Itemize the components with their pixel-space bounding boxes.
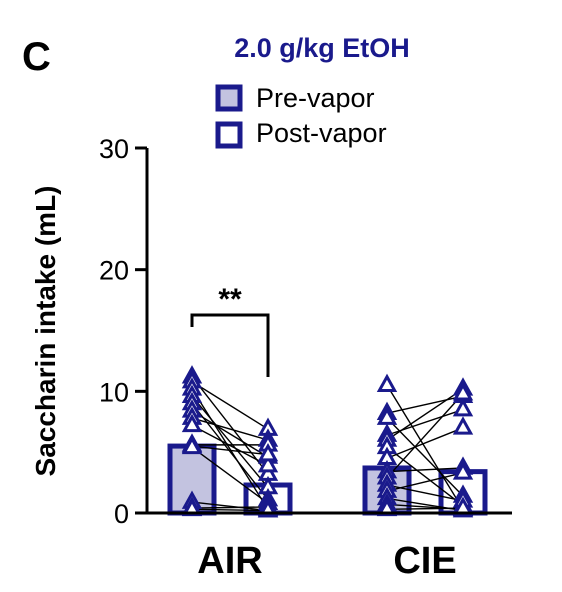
legend-swatch-post-vapor [215,121,243,149]
legend-label-post-vapor: Post-vapor [256,118,387,148]
pair-line-cie-0 [386,384,464,510]
significance-label: ** [218,283,242,316]
point-cie-post-6 [452,416,474,435]
y-tick-label-10: 10 [99,377,129,407]
point-cie-pre-13 [376,497,398,517]
legend-label-pre-vapor: Pre-vapor [256,83,375,113]
x-tick-label-cie: CIE [393,540,456,582]
pair-line-air-6 [191,417,269,441]
pair-line-cie-10 [386,472,464,492]
x-tick-label-air: AIR [197,540,262,582]
pair-line-cie-1 [386,395,464,414]
axes: 0 10 20 30 AIR CIE [99,134,512,582]
y-tick-label-30: 30 [99,134,129,164]
point-air-post-9 [257,443,279,462]
point-cie-pre-0 [376,373,398,393]
pair-line-air-10 [191,446,269,504]
point-cie-pre-2 [376,406,398,425]
point-cie-post-8 [452,382,474,401]
plot-area: ** [167,283,488,518]
pair-line-cie-13 [386,507,464,511]
pair-line-air-5 [191,410,269,458]
legend: Pre-vapor Post-vapor [215,83,387,149]
significance-bracket [190,313,270,377]
pair-line-air-11 [191,501,269,512]
point-cie-post-10 [452,461,474,480]
legend-swatch-pre-vapor [215,84,243,112]
pair-line-air-12 [191,506,269,509]
point-air-pre-7 [181,413,203,433]
pair-line-air-2 [191,388,269,510]
y-axis-label: Saccharin intake (mL) [30,186,61,477]
pair-line-cie-8 [386,393,464,479]
panel-label: C [22,35,51,79]
point-air-pre-10 [181,435,203,455]
pair-line-cie-6 [386,427,464,459]
pair-line-air-9 [191,445,269,456]
pair-line-air-4 [191,403,269,501]
pair-line-air-1 [191,381,269,430]
pair-line-cie-4 [386,388,464,441]
y-tick-label-20: 20 [99,256,129,286]
y-tick-label-0: 0 [114,499,129,529]
pair-line-air-13 [191,508,269,512]
point-air-post-7 [257,453,279,473]
pair-line-cie-7 [386,467,464,473]
pair-line-cie-3 [386,408,464,436]
point-air-pre-13 [181,497,203,517]
chart-title: 2.0 g/kg EtOH [234,33,410,63]
point-cie-post-3 [452,397,474,417]
pair-line-air-0 [191,376,269,475]
pair-line-air-3 [191,395,269,488]
pair-line-cie-5 [386,446,464,507]
